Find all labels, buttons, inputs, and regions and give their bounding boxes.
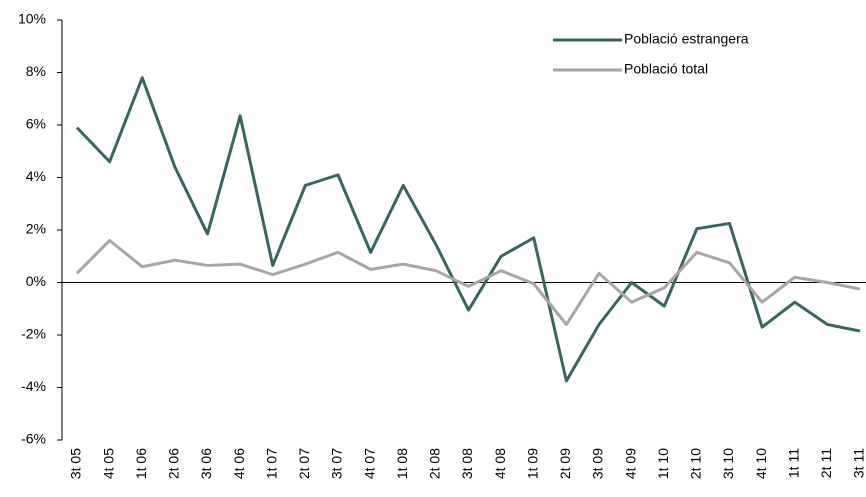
x-tick-label: 1t 06 xyxy=(133,448,149,479)
x-tick-label: 1t 09 xyxy=(524,448,540,479)
y-tick-label: 6% xyxy=(26,116,46,132)
x-tick-label: 2t 11 xyxy=(818,448,834,478)
y-tick-label: -6% xyxy=(21,431,46,447)
x-tick-label: 1t 10 xyxy=(655,448,671,479)
x-tick-label: 4t 07 xyxy=(361,448,377,479)
series-line xyxy=(75,239,861,326)
y-tick-label: 2% xyxy=(26,221,46,237)
x-tick-label: 3t 11 xyxy=(851,448,866,478)
x-tick-label: 3t 06 xyxy=(198,448,214,479)
x-tick-label: 3t 10 xyxy=(720,448,736,479)
y-tick-label: 8% xyxy=(26,63,46,79)
x-tick-label: 2t 10 xyxy=(688,448,704,479)
series-line xyxy=(75,76,861,383)
x-tick-label: 4t 05 xyxy=(100,448,116,479)
legend-label: Població estrangera xyxy=(624,31,749,47)
legend-label: Població total xyxy=(624,61,708,77)
x-tick-label: 3t 09 xyxy=(590,448,606,479)
x-tick-label: 1t 07 xyxy=(263,448,279,479)
x-tick-label: 4t 06 xyxy=(231,448,247,479)
y-tick-label: -2% xyxy=(21,326,46,342)
x-tick-label: 2t 07 xyxy=(296,448,312,479)
x-tick-label: 2t 08 xyxy=(427,448,443,479)
x-tick-label: 3t 08 xyxy=(459,448,475,479)
x-tick-label: 4t 10 xyxy=(753,448,769,479)
x-tick-label: 1t 11 xyxy=(785,448,801,478)
y-tick-label: 0% xyxy=(26,273,46,289)
x-tick-label: 1t 08 xyxy=(394,448,410,479)
x-tick-label: 2t 09 xyxy=(557,448,573,479)
y-tick-label: -4% xyxy=(21,378,46,394)
x-tick-label: 4t 08 xyxy=(492,448,508,479)
x-tick-label: 2t 06 xyxy=(166,448,182,479)
y-tick-label: 4% xyxy=(26,168,46,184)
x-tick-label: 3t 07 xyxy=(329,448,345,479)
x-tick-label: 4t 09 xyxy=(622,448,638,479)
x-tick-label: 3t 05 xyxy=(68,448,84,479)
y-tick-label: 10% xyxy=(18,11,46,27)
